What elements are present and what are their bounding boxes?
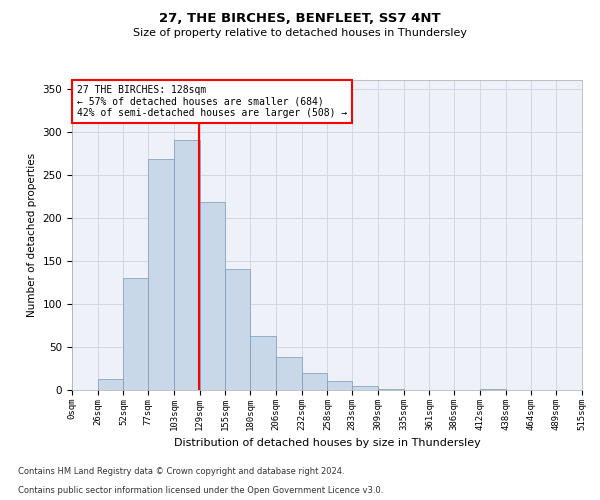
Bar (250, 336, 276, 390)
Bar (200, 202, 226, 390)
Bar (148, 159, 174, 390)
Text: 27, THE BIRCHES, BENFLEET, SS7 4NT: 27, THE BIRCHES, BENFLEET, SS7 4NT (159, 12, 441, 26)
Text: Size of property relative to detached houses in Thundersley: Size of property relative to detached ho… (133, 28, 467, 38)
Bar (276, 358, 302, 390)
Text: Contains HM Land Registry data © Crown copyright and database right 2024.: Contains HM Land Registry data © Crown c… (18, 467, 344, 476)
X-axis label: Distribution of detached houses by size in Thundersley: Distribution of detached houses by size … (173, 438, 481, 448)
Bar (480, 389, 506, 390)
Text: 27 THE BIRCHES: 128sqm
← 57% of detached houses are smaller (684)
42% of semi-de: 27 THE BIRCHES: 128sqm ← 57% of detached… (77, 84, 347, 118)
Bar (378, 389, 404, 390)
Bar (302, 373, 328, 390)
Bar (328, 380, 352, 390)
Y-axis label: Number of detached properties: Number of detached properties (27, 153, 37, 317)
Bar (226, 270, 250, 390)
Bar (124, 278, 148, 390)
Bar (352, 386, 378, 390)
Bar (98, 379, 124, 390)
Text: Contains public sector information licensed under the Open Government Licence v3: Contains public sector information licen… (18, 486, 383, 495)
Bar (174, 140, 200, 390)
